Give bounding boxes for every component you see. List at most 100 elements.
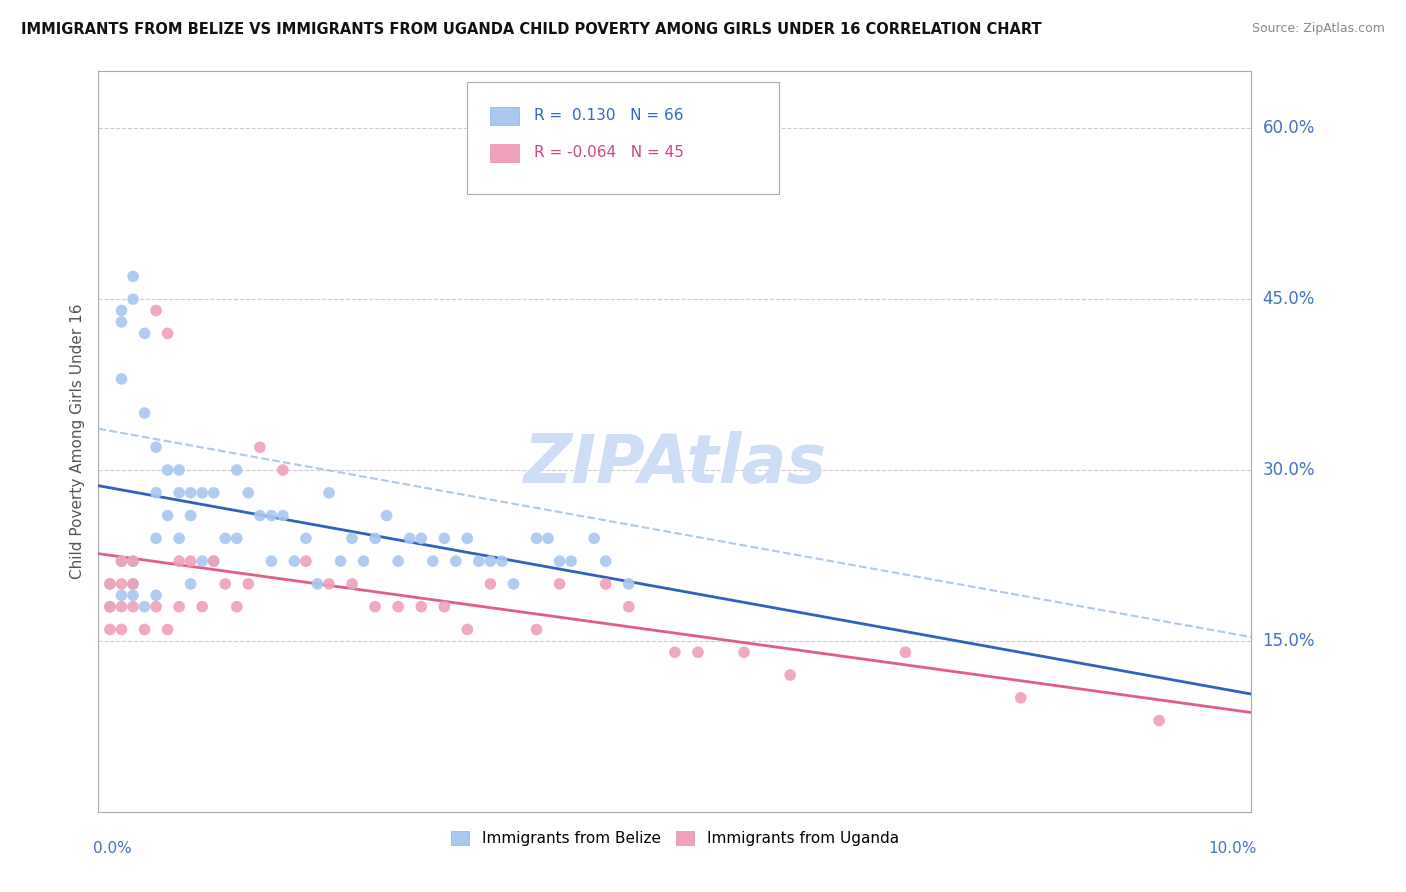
Point xyxy=(502,577,524,591)
Point xyxy=(1010,690,1032,705)
Point xyxy=(98,577,121,591)
Text: 30.0%: 30.0% xyxy=(1263,461,1315,479)
Point xyxy=(387,599,409,614)
Legend: Immigrants from Belize, Immigrants from Uganda: Immigrants from Belize, Immigrants from … xyxy=(446,825,904,852)
Point xyxy=(583,532,606,546)
Point xyxy=(548,554,571,568)
Point xyxy=(1147,714,1170,728)
Point xyxy=(145,599,167,614)
Point xyxy=(191,554,214,568)
Point xyxy=(167,463,190,477)
Point xyxy=(167,485,190,500)
Point xyxy=(353,554,375,568)
FancyBboxPatch shape xyxy=(491,106,519,125)
Point xyxy=(145,588,167,602)
Point xyxy=(122,554,145,568)
Point xyxy=(98,599,121,614)
Point xyxy=(422,554,444,568)
Point xyxy=(110,599,132,614)
Text: 60.0%: 60.0% xyxy=(1263,120,1315,137)
Point xyxy=(98,623,121,637)
Point xyxy=(468,554,491,568)
Point xyxy=(167,554,190,568)
Text: 15.0%: 15.0% xyxy=(1263,632,1315,650)
Point xyxy=(526,623,548,637)
Point xyxy=(295,532,318,546)
Point xyxy=(110,623,132,637)
Point xyxy=(329,554,352,568)
FancyBboxPatch shape xyxy=(467,82,779,194)
Point xyxy=(433,532,456,546)
Point xyxy=(375,508,398,523)
Point xyxy=(307,577,329,591)
Point xyxy=(479,554,502,568)
Point xyxy=(122,269,145,284)
Text: ZIPAtlas: ZIPAtlas xyxy=(523,431,827,497)
Point xyxy=(295,554,318,568)
Point xyxy=(156,326,179,341)
Point xyxy=(398,532,420,546)
Point xyxy=(617,577,640,591)
Point xyxy=(271,508,294,523)
Point xyxy=(156,623,179,637)
Point xyxy=(225,463,247,477)
Point xyxy=(364,532,387,546)
Point xyxy=(537,532,560,546)
Point xyxy=(110,554,132,568)
Point xyxy=(134,326,156,341)
Point xyxy=(122,292,145,306)
Point xyxy=(134,406,156,420)
Point xyxy=(225,599,247,614)
Text: Source: ZipAtlas.com: Source: ZipAtlas.com xyxy=(1251,22,1385,36)
Point xyxy=(145,303,167,318)
Text: 45.0%: 45.0% xyxy=(1263,290,1315,308)
Point xyxy=(411,599,433,614)
Point xyxy=(318,577,340,591)
FancyBboxPatch shape xyxy=(491,144,519,162)
Point xyxy=(433,599,456,614)
Point xyxy=(479,577,502,591)
Text: 10.0%: 10.0% xyxy=(1209,841,1257,856)
Point xyxy=(156,508,179,523)
Point xyxy=(491,554,513,568)
Point xyxy=(134,599,156,614)
Point xyxy=(180,554,202,568)
Point xyxy=(456,623,478,637)
Point xyxy=(364,599,387,614)
Point xyxy=(110,577,132,591)
Point xyxy=(98,577,121,591)
Point xyxy=(318,485,340,500)
Point xyxy=(456,532,478,546)
Point xyxy=(134,623,156,637)
Point xyxy=(617,599,640,614)
Point xyxy=(191,599,214,614)
Point xyxy=(260,508,283,523)
Point xyxy=(122,577,145,591)
Point xyxy=(249,440,271,454)
Point xyxy=(686,645,709,659)
Point xyxy=(340,532,363,546)
Point xyxy=(238,577,260,591)
Point xyxy=(167,599,190,614)
Point xyxy=(145,440,167,454)
Point xyxy=(444,554,467,568)
Point xyxy=(214,532,236,546)
Text: 0.0%: 0.0% xyxy=(93,841,131,856)
Point xyxy=(180,485,202,500)
Point xyxy=(110,315,132,329)
Point xyxy=(156,463,179,477)
Point xyxy=(340,577,363,591)
Point xyxy=(110,554,132,568)
Point xyxy=(122,554,145,568)
Point xyxy=(283,554,305,568)
Point xyxy=(180,508,202,523)
Text: IMMIGRANTS FROM BELIZE VS IMMIGRANTS FROM UGANDA CHILD POVERTY AMONG GIRLS UNDER: IMMIGRANTS FROM BELIZE VS IMMIGRANTS FRO… xyxy=(21,22,1042,37)
Point xyxy=(560,554,582,568)
Point xyxy=(595,577,617,591)
Point xyxy=(595,554,617,568)
Point xyxy=(548,577,571,591)
Point xyxy=(122,588,145,602)
Point xyxy=(249,508,271,523)
Point xyxy=(238,485,260,500)
Point xyxy=(191,485,214,500)
